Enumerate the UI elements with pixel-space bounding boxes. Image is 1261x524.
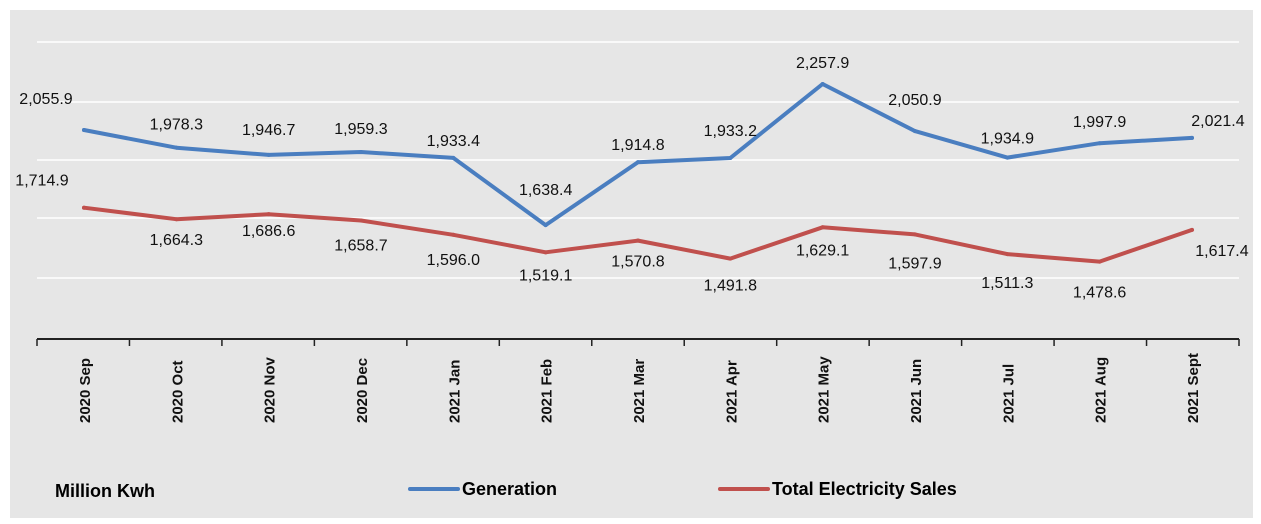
legend-label-total-electricity-sales: Total Electricity Sales [772,478,957,499]
data-point-total-electricity-sales [1005,252,1010,257]
data-point-generation [1097,141,1102,146]
data-label-total-electricity-sales: 1,596.0 [427,252,480,269]
data-label-total-electricity-sales: 1,491.8 [704,278,757,295]
data-point-generation [543,223,548,228]
data-point-total-electricity-sales [728,256,733,261]
series-line-generation [82,82,1194,228]
x-tick-label: 2020 Oct [169,360,186,423]
data-point-generation [1005,155,1010,160]
data-point-generation [266,152,271,157]
data-label-total-electricity-sales: 1,617.4 [1195,243,1248,260]
data-label-generation: 1,933.2 [704,123,757,140]
data-point-generation [635,160,640,165]
data-point-generation [82,128,86,132]
legend-label-generation: Generation [462,478,558,499]
data-label-total-electricity-sales: 1,478.6 [1073,285,1126,302]
data-point-total-electricity-sales [635,238,640,243]
data-point-total-electricity-sales [82,205,86,210]
data-point-total-electricity-sales [266,212,271,217]
x-tick-label: 2020 Nov [262,356,279,423]
data-label-generation: 1,997.9 [1073,114,1126,131]
data-point-generation [820,81,825,86]
unit-label: Million Kwh [55,481,155,501]
x-tick-label: 2021 Apr [723,360,740,423]
data-point-generation [174,145,179,150]
data-point-generation [358,150,363,155]
x-tick-label: 2020 Dec [354,358,371,423]
data-point-total-electricity-sales [912,232,917,237]
data-label-generation: 2,021.4 [1191,113,1244,130]
data-label-total-electricity-sales: 1,658.7 [334,238,387,255]
x-tick-label: 2021 Jun [908,359,925,423]
data-point-total-electricity-sales [358,218,363,223]
legend-swatch-total-electricity-sales [718,487,770,491]
data-label-generation: 1,914.8 [611,137,664,154]
data-point-total-electricity-sales [820,225,825,230]
data-label-generation: 2,055.9 [19,91,72,108]
data-label-total-electricity-sales: 1,686.6 [242,223,295,240]
data-point-total-electricity-sales [451,232,456,237]
data-label-total-electricity-sales: 1,664.3 [150,232,203,249]
data-point-total-electricity-sales [174,217,179,222]
x-tick-label: 2021 May [816,356,833,423]
x-tick-label: 2021 Feb [539,359,556,423]
data-label-generation: 1,934.9 [981,131,1034,148]
data-label-generation: 1,946.7 [242,122,295,139]
data-label-total-electricity-sales: 1,511.3 [981,275,1033,292]
data-label-generation: 1,959.3 [334,121,387,138]
x-tick-label: 2021 Mar [631,359,648,423]
data-label-generation: 2,257.9 [796,55,849,72]
data-label-generation: 2,050.9 [888,92,941,109]
data-label-total-electricity-sales: 1,714.9 [15,173,68,190]
x-tick-label: 2020 Sep [77,358,94,423]
data-label-total-electricity-sales: 1,629.1 [796,242,849,259]
x-tick-label: 2021 Jul [1000,364,1017,423]
x-tick-label: 2021 Jan [446,360,463,423]
x-tick-label: 2021 Sept [1185,353,1202,423]
chart-panel [10,10,1253,518]
data-point-total-electricity-sales [1097,259,1102,264]
data-label-generation: 1,638.4 [519,182,572,199]
legend-swatch-generation [408,487,460,491]
legend-item-generation: Generation [408,477,557,501]
data-point-generation [728,155,733,160]
data-point-total-electricity-sales [1189,227,1194,232]
data-point-total-electricity-sales [543,250,548,255]
data-label-generation: 1,933.4 [427,133,480,150]
data-label-total-electricity-sales: 1,597.9 [888,255,941,272]
data-label-total-electricity-sales: 1,570.8 [611,254,664,271]
data-label-generation: 1,978.3 [150,117,203,134]
data-point-generation [912,129,917,134]
x-tick-label: 2021 Aug [1093,357,1110,423]
data-point-generation [451,155,456,160]
legend-item-total-electricity-sales: Total Electricity Sales [718,477,957,501]
data-label-total-electricity-sales: 1,519.1 [519,267,572,284]
data-point-generation [1189,135,1194,140]
